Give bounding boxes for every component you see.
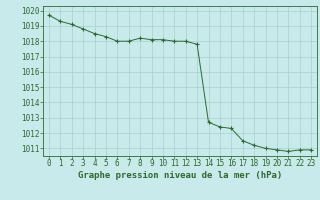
X-axis label: Graphe pression niveau de la mer (hPa): Graphe pression niveau de la mer (hPa) [78,171,282,180]
